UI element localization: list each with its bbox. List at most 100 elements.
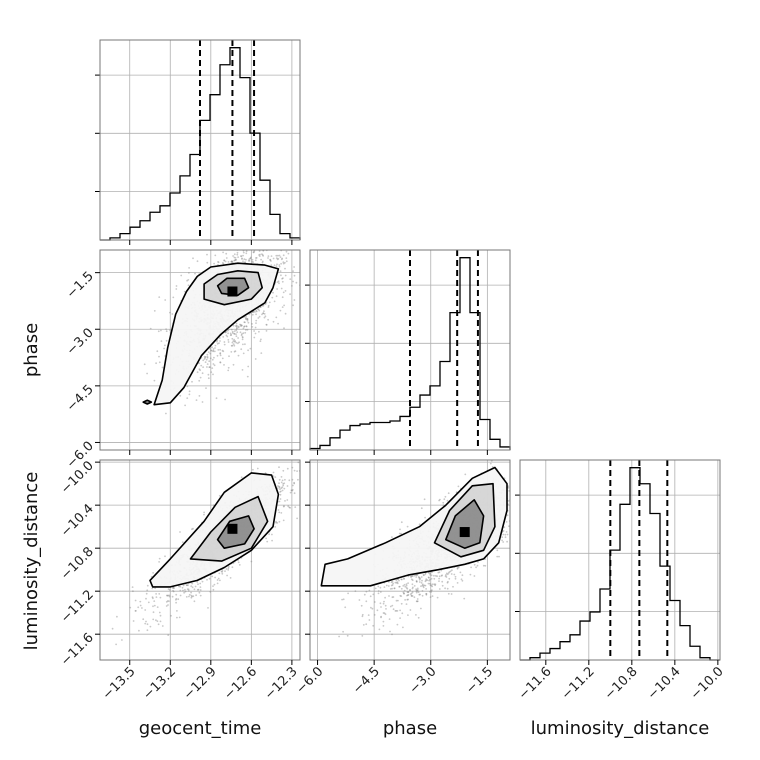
sample-point (262, 304, 265, 307)
sample-point (338, 635, 340, 638)
contour-line (203, 269, 264, 306)
sample-point (354, 590, 357, 592)
sample-point (278, 500, 281, 503)
sample-point (241, 243, 243, 245)
sample-point (403, 589, 406, 592)
sample-point (206, 253, 208, 256)
sample-point (208, 366, 211, 368)
sample-point (196, 371, 199, 374)
histogram-panel-luminosity-distance: −11.6 −11.2 −10.8 −10.4 −10.0 (515, 459, 727, 703)
sample-point (209, 590, 212, 593)
sample-point (225, 257, 228, 259)
sample-point (326, 209, 328, 211)
sample-point (282, 277, 284, 279)
sample-point (263, 310, 265, 313)
sample-point (158, 355, 160, 358)
sample-point (236, 326, 238, 329)
sample-point (167, 604, 169, 606)
sample-point (215, 397, 218, 400)
sample-point (175, 288, 178, 290)
sample-point (158, 611, 161, 614)
sample-point (400, 595, 403, 597)
sample-point (275, 295, 278, 298)
sample-point (147, 601, 150, 604)
sample-point (202, 366, 205, 368)
sample-point (187, 588, 190, 591)
sample-point (236, 251, 239, 254)
sample-point (395, 579, 398, 582)
sample-point (193, 588, 196, 591)
sample-point (221, 569, 224, 571)
sample-point (407, 594, 410, 596)
sample-point (281, 489, 284, 492)
sample-point (400, 578, 403, 581)
sample-point (261, 253, 263, 256)
sample-point (235, 341, 238, 344)
sample-point (242, 260, 244, 263)
sample-point (278, 254, 281, 257)
sample-point (396, 610, 399, 612)
sample-point (230, 351, 233, 353)
sample-point (341, 598, 343, 601)
sample-point (400, 532, 402, 535)
sample-point (402, 591, 405, 594)
sample-point (217, 261, 219, 263)
sample-point (223, 343, 226, 346)
sample-point (165, 339, 168, 342)
sample-point (213, 364, 216, 367)
sample-point (261, 244, 263, 246)
sample-point (198, 395, 201, 397)
sample-point (429, 573, 431, 576)
sample-point (246, 318, 249, 320)
sample-point (272, 320, 275, 323)
y-tick-label-luminosity-distance: −11.6 (58, 630, 97, 669)
sample-point (303, 467, 305, 469)
sample-point (158, 296, 161, 298)
sample-point (430, 574, 433, 577)
sample-point (516, 509, 518, 511)
sample-point (431, 589, 433, 591)
sample-point (278, 478, 281, 481)
sample-point (232, 324, 235, 327)
contour-line (149, 472, 280, 588)
sample-point (277, 485, 279, 487)
sample-point (152, 605, 154, 608)
sample-point (246, 375, 249, 378)
sample-point (277, 322, 279, 325)
contour-line (153, 262, 280, 406)
sample-point (403, 583, 406, 586)
sample-point (389, 630, 391, 633)
sample-point (176, 610, 178, 612)
sample-point (426, 579, 429, 582)
sample-point (257, 308, 260, 310)
sample-point (239, 323, 241, 326)
sample-point (382, 612, 385, 614)
sample-point (502, 533, 505, 536)
sample-point (506, 452, 508, 454)
sample-point (292, 280, 294, 283)
histogram-background (520, 460, 720, 660)
sample-point (175, 285, 178, 287)
peak-marker (227, 523, 238, 534)
sample-point (421, 594, 424, 597)
sample-point (214, 347, 216, 349)
sample-point (280, 258, 283, 261)
sample-point (223, 259, 226, 262)
sample-point (429, 578, 431, 581)
sample-point (425, 579, 427, 582)
sample-point (411, 591, 414, 594)
sample-point (252, 261, 255, 263)
sample-point (418, 578, 421, 581)
sample-point (236, 331, 239, 334)
sample-point (231, 566, 234, 569)
sample-point (514, 524, 516, 526)
sample-point (362, 624, 365, 626)
sample-point (429, 596, 432, 598)
sample-point (282, 254, 285, 257)
sample-point (473, 575, 476, 577)
sample-point (447, 580, 449, 583)
sample-point (258, 315, 261, 318)
sample-point (513, 534, 515, 536)
sample-point (420, 507, 423, 510)
